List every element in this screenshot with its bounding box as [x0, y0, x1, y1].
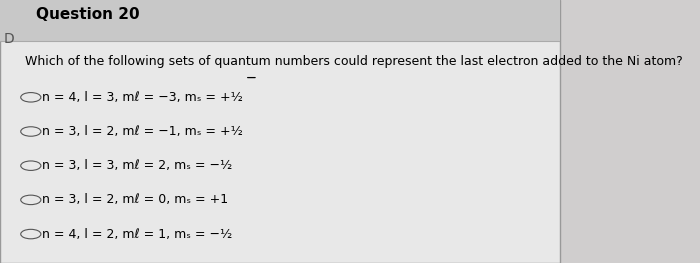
Circle shape — [21, 195, 41, 205]
Bar — [0, 0, 560, 41]
Text: n = 4, l = 3, mℓ = −3, mₛ = +½: n = 4, l = 3, mℓ = −3, mₛ = +½ — [42, 91, 243, 104]
Text: n = 3, l = 2, mℓ = −1, mₛ = +½: n = 3, l = 2, mℓ = −1, mₛ = +½ — [42, 125, 243, 138]
Circle shape — [21, 161, 41, 170]
Text: n = 4, l = 2, mℓ = 1, mₛ = −½: n = 4, l = 2, mℓ = 1, mₛ = −½ — [42, 227, 232, 241]
Text: Question 20: Question 20 — [36, 7, 140, 22]
Text: n = 3, l = 3, mℓ = 2, mₛ = −½: n = 3, l = 3, mℓ = 2, mₛ = −½ — [42, 159, 232, 172]
Text: D: D — [4, 32, 14, 45]
Circle shape — [21, 127, 41, 136]
Circle shape — [21, 93, 41, 102]
Text: n = 3, l = 2, mℓ = 0, mₛ = +1: n = 3, l = 2, mℓ = 0, mₛ = +1 — [42, 193, 228, 206]
Text: Which of the following sets of quantum numbers could represent the last electron: Which of the following sets of quantum n… — [25, 55, 683, 68]
Circle shape — [21, 229, 41, 239]
